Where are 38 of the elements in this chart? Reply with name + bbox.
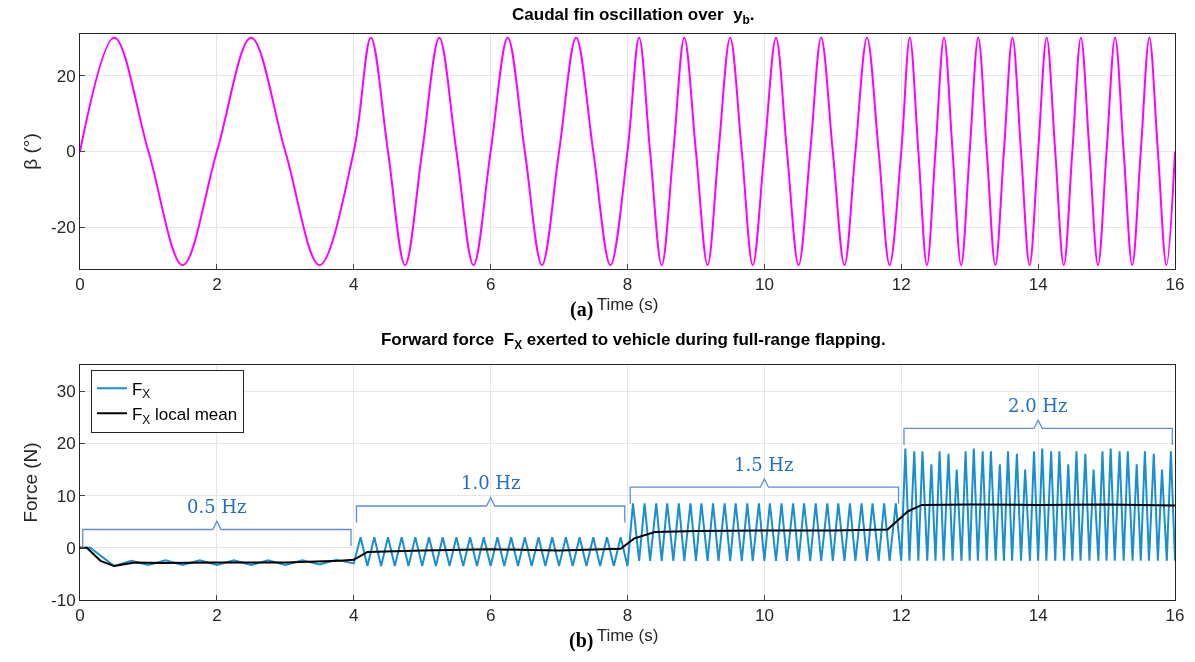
y-tick-label: 20 <box>56 66 76 86</box>
legend-label: F$_{X}$ local mean <box>131 404 238 427</box>
y-tick-label: -20 <box>51 218 76 238</box>
x-tick-label: 10 <box>754 606 774 626</box>
x-tick-label: 10 <box>754 275 774 295</box>
annotation: 1.0 Hz <box>461 472 521 493</box>
x-axis-title: Time (s) <box>596 294 659 314</box>
x-tick-label: 12 <box>891 606 911 626</box>
x-tick-label: 6 <box>485 275 496 295</box>
y-tick-label: 20 <box>56 434 76 454</box>
chart-title: Forward force F$_{X}$ exerted to vehicle during full-range flapping. <box>380 330 886 352</box>
text: (a) <box>570 298 594 321</box>
y-tick-label: 10 <box>56 486 76 506</box>
x-tick-label: 8 <box>622 606 633 626</box>
y-tick-label: 0 <box>66 142 76 162</box>
y-tick-label: 0 <box>66 538 76 558</box>
x-tick-label: 14 <box>1028 275 1048 295</box>
y-tick-label: 30 <box>56 382 76 402</box>
annotation: 0.5 Hz <box>187 496 247 517</box>
chart-title: Caudal fin oscillation over y$_{b}$. <box>512 5 755 27</box>
x-tick-label: 8 <box>622 275 633 295</box>
x-tick-label: 16 <box>1165 275 1185 295</box>
x-axis-title: Time (s) <box>596 625 659 645</box>
y-tick-label: -10 <box>51 590 76 610</box>
x-tick-label: 14 <box>1028 606 1048 626</box>
x-tick-label: 16 <box>1165 606 1185 626</box>
annotation: 2.0 Hz <box>1008 395 1068 416</box>
x-tick-label: 4 <box>349 275 359 295</box>
x-tick-label: 4 <box>349 606 359 626</box>
y-axis-title: Force (N) <box>19 442 41 523</box>
x-tick-label: 6 <box>485 606 496 626</box>
x-tick-label: 12 <box>891 275 911 295</box>
annotation: 1.5 Hz <box>734 454 794 475</box>
x-tick-label: 2 <box>212 275 222 295</box>
legend-label: F$_{X}$ <box>131 379 151 402</box>
y-axis-title: β (°) <box>19 133 41 170</box>
text: (b) <box>569 629 594 652</box>
x-tick-label: 2 <box>212 606 222 626</box>
